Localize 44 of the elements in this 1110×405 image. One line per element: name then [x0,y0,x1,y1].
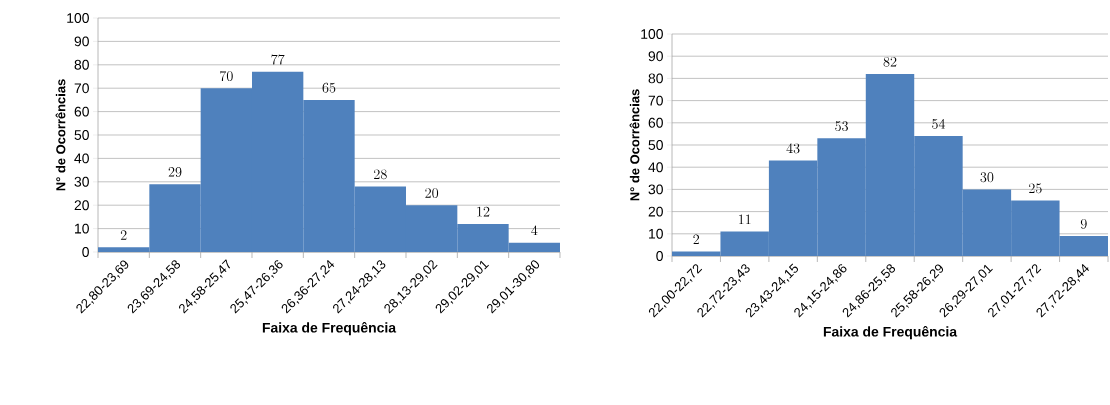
y-tick-label: 30 [648,184,663,195]
data-label: 53 [835,121,848,132]
data-label: 12 [477,206,490,217]
data-label: 65 [322,82,336,93]
data-label: 70 [220,70,233,81]
data-label: 25 [1029,183,1042,194]
y-tick-label: 40 [74,153,89,164]
data-label: 4 [531,225,538,236]
y-tick-label: 20 [74,200,89,211]
y-tick-label: 80 [74,59,89,70]
y-tick-label: 40 [648,162,663,173]
y-tick-label: 20 [648,206,663,217]
data-label: 77 [271,54,285,65]
y-tick-label: 100 [67,13,89,23]
y-tick-label: 60 [74,106,89,117]
data-label: 54 [932,118,946,129]
data-label: 43 [786,143,800,154]
y-tick-label: 10 [649,228,663,239]
data-label: 28 [374,169,387,180]
data-label: 9 [1080,218,1087,229]
y-tick-label: 70 [74,83,89,94]
y-tick-label: 60 [648,117,663,128]
y-tick-label: 90 [74,36,89,47]
y-tick-label: 0 [82,247,89,257]
y-tick-label: 30 [74,176,89,187]
data-label: 20 [425,188,439,198]
data-label: 29 [168,167,182,177]
y-tick-label: 50 [648,140,663,150]
x-axis-title: Faixa de Frequência [823,326,958,340]
y-tick-label: 0 [656,251,663,261]
x-axis-title: Faixa de Frequência [262,322,397,336]
y-axis-title: N° de Ocorrências [55,79,66,191]
y-tick-label: 80 [648,73,663,84]
data-label: 2 [693,234,700,245]
data-label: 30 [980,172,994,183]
y-tick-label: 70 [648,95,663,106]
data-label: 82 [883,56,897,67]
y-tick-label: 100 [641,29,663,39]
y-tick-label: 10 [75,223,89,234]
data-label: 2 [120,230,127,240]
y-tick-label: 90 [648,51,663,62]
y-tick-label: 50 [74,130,89,140]
y-axis-title: N° de Ocorrências [629,89,640,201]
data-label: 11 [738,214,751,225]
